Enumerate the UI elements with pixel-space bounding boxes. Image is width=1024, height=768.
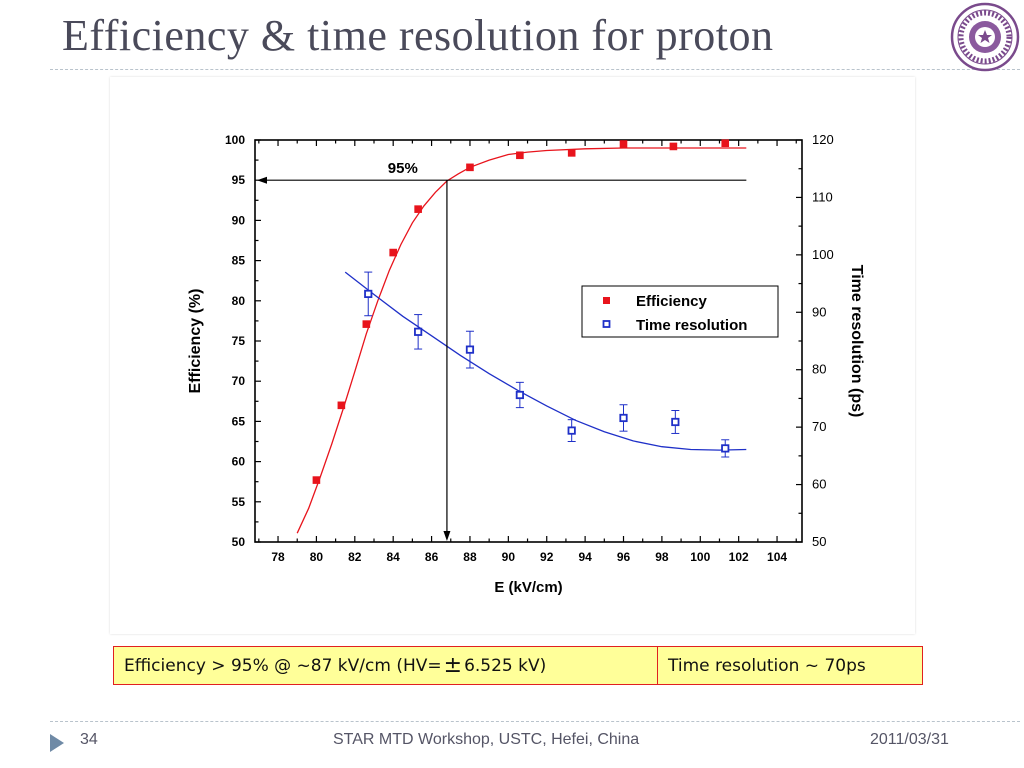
efficiency-note-prefix: Efficiency > 95% @ ~87 kV/cm (HV= <box>124 655 442 676</box>
chart-panel: 78 80 82 84 86 88 90 92 94 96 98 100 102 104 50 55 60 65 7… <box>110 77 915 634</box>
footer-divider <box>50 721 1020 722</box>
y-tick-label: 95 <box>232 173 246 187</box>
footer-page-number: 34 <box>80 731 98 748</box>
y2-tick-label: 120 <box>812 132 834 147</box>
y2-tick-label: 50 <box>812 534 826 549</box>
x-tick-label: 102 <box>729 550 749 564</box>
x-tick-label: 78 <box>271 550 285 564</box>
threshold-label: 95% <box>388 160 418 177</box>
time-resolution-fit-curve <box>344 271 747 451</box>
time-resolution-point <box>465 345 475 354</box>
y-tick-label: 90 <box>232 213 246 227</box>
y-tick-label: 100 <box>225 133 245 147</box>
title-divider <box>50 69 1020 70</box>
y-axis-label: Efficiency (%) <box>187 289 204 394</box>
time-resolution-point <box>364 289 373 299</box>
time-resolution-point <box>671 417 680 427</box>
legend-time-resolution-marker <box>602 320 611 328</box>
y-tick-label: 65 <box>232 414 246 428</box>
time-resolution-note: Time resolution ~ 70ps <box>657 646 923 685</box>
efficiency-point <box>414 205 422 213</box>
y2-tick-label: 60 <box>812 477 826 492</box>
y2-tick-label: 70 <box>812 419 826 434</box>
y-tick-label: 80 <box>232 294 246 308</box>
x-tick-label: 104 <box>767 550 787 564</box>
y-tick-label: 55 <box>232 495 246 509</box>
x-axis-label: E (kV/cm) <box>494 579 562 596</box>
y-tick-label: 70 <box>232 374 246 388</box>
nav-arrow-icon[interactable] <box>50 734 64 752</box>
efficiency-point <box>567 149 576 157</box>
efficiency-point <box>362 320 371 328</box>
x-tick-label: 82 <box>348 550 362 564</box>
efficiency-point <box>619 140 628 148</box>
efficiency-note: Efficiency > 95% @ ~87 kV/cm (HV= ±6.525… <box>113 646 658 685</box>
x-tick-label: 100 <box>690 550 710 564</box>
efficiency-point <box>466 163 474 172</box>
plus-minus-sign: ± <box>443 653 463 678</box>
time-resolution-note-text: Time resolution ~ 70ps <box>668 655 866 676</box>
y2-tick-label: 80 <box>812 362 826 377</box>
efficiency-point <box>312 476 321 484</box>
y-tick-label: 60 <box>232 455 246 469</box>
x-tick-label: 90 <box>502 550 516 564</box>
footer-date: 2011/03/31 <box>870 731 949 748</box>
x-tick-label: 80 <box>310 550 324 564</box>
y2-tick-label: 100 <box>812 247 834 262</box>
plot-frame <box>254 139 803 543</box>
efficiency-time-resolution-chart: 78 80 82 84 86 88 90 92 94 96 98 100 102 104 50 55 60 65 7… <box>187 132 865 596</box>
threshold-arrow-head <box>257 176 267 184</box>
efficiency-point <box>337 401 346 410</box>
footer-event: STAR MTD Workshop, USTC, Hefei, China <box>333 731 640 748</box>
x-tick-label: 86 <box>425 550 439 564</box>
x-tick-label: 98 <box>655 550 669 564</box>
legend-efficiency-marker <box>603 297 610 304</box>
efficiency-point <box>669 142 678 151</box>
y2-tick-label: 110 <box>812 189 833 204</box>
legend-efficiency-label: Efficiency <box>636 293 708 310</box>
slide-title: Efficiency & time resolution for proton <box>62 11 774 60</box>
x-tick-label: 92 <box>540 550 554 564</box>
x-tick-label: 88 <box>463 550 477 564</box>
legend-time-resolution-label: Time resolution <box>636 317 747 334</box>
efficiency-point <box>721 139 730 148</box>
x-tick-label: 84 <box>387 550 401 564</box>
crossing-arrow-head <box>443 531 451 541</box>
y-tick-label: 85 <box>232 254 246 268</box>
y-tick-label: 75 <box>232 334 246 348</box>
y2-tick-label: 90 <box>812 304 826 319</box>
efficiency-fit-curve <box>296 147 747 534</box>
y2-axis-label: Time resolution (ps) <box>848 265 865 418</box>
time-resolution-point <box>515 390 524 400</box>
efficiency-point <box>389 248 397 257</box>
time-resolution-point <box>721 444 730 453</box>
efficiency-point <box>516 151 524 160</box>
legend-box <box>581 285 779 338</box>
time-resolution-point <box>414 327 423 336</box>
university-seal-icon <box>950 2 1020 72</box>
efficiency-note-suffix: 6.525 kV) <box>464 655 547 676</box>
time-resolution-point <box>619 413 628 423</box>
x-tick-label: 94 <box>578 550 592 564</box>
x-tick-label: 96 <box>617 550 631 564</box>
time-resolution-point <box>567 426 576 435</box>
y-tick-label: 50 <box>232 535 246 549</box>
